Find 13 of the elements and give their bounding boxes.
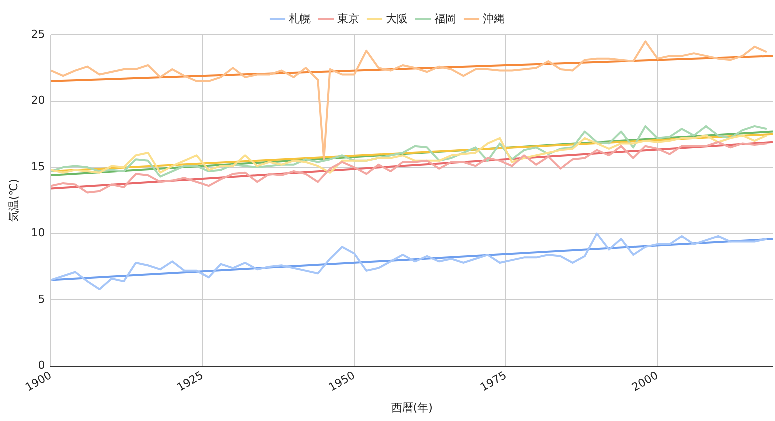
y-tick-label: 0 [38, 359, 46, 372]
legend-label: 札幌 [288, 12, 311, 26]
y-tick-label: 25 [31, 28, 46, 41]
y-tick-label: 15 [31, 160, 46, 174]
y-axis-title: 気温(℃) [7, 179, 20, 222]
y-tick-label: 5 [38, 292, 46, 306]
legend-label: 福岡 [434, 12, 456, 26]
legend-label: 大阪 [386, 12, 408, 26]
legend-label: 沖縄 [482, 12, 505, 26]
x-axis-title: 西暦(年) [391, 401, 433, 414]
y-tick-label: 10 [31, 226, 46, 240]
y-tick-label: 20 [31, 94, 46, 108]
legend-label: 東京 [337, 12, 360, 26]
